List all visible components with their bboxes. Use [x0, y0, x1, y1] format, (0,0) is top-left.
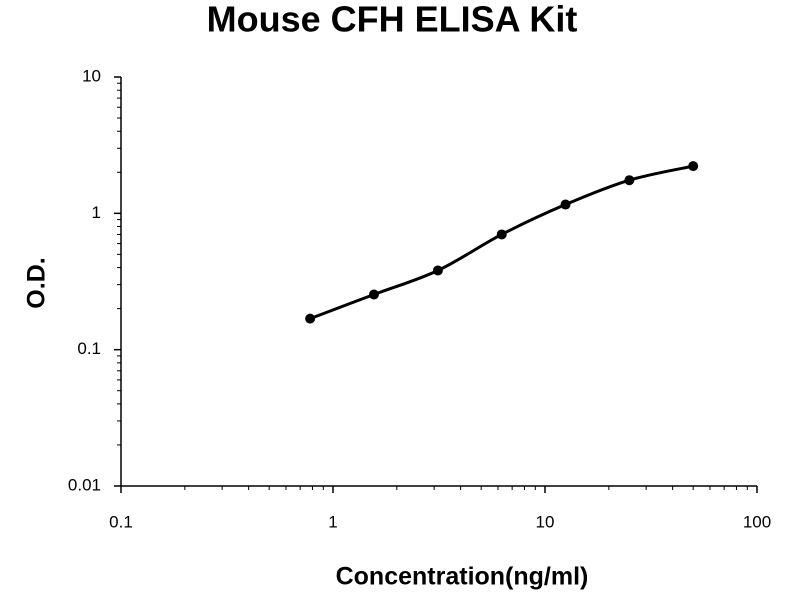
- data-point: [368, 289, 379, 300]
- data-point: [688, 161, 699, 172]
- y-tick-label: 0.1: [77, 339, 101, 358]
- data-point: [624, 175, 635, 186]
- data-point: [496, 229, 507, 240]
- x-tick-label: 100: [743, 512, 771, 531]
- chart-title: Mouse CFH ELISA Kit: [207, 0, 578, 40]
- curve: [309, 164, 694, 321]
- x-tick-label: 0.1: [109, 512, 133, 531]
- y-tick-label: 10: [82, 66, 101, 85]
- y-tick-label: 0.01: [68, 475, 101, 494]
- data-point: [305, 313, 316, 324]
- x-tick-label: 1: [328, 512, 337, 531]
- data-point: [560, 199, 571, 210]
- y-tick-label: 1: [92, 203, 101, 222]
- x-tick-label: 10: [536, 512, 555, 531]
- x-axis-label: Concentration(ng/ml): [336, 563, 589, 591]
- data-point: [432, 265, 443, 276]
- y-axis-label: O.D.: [23, 257, 51, 308]
